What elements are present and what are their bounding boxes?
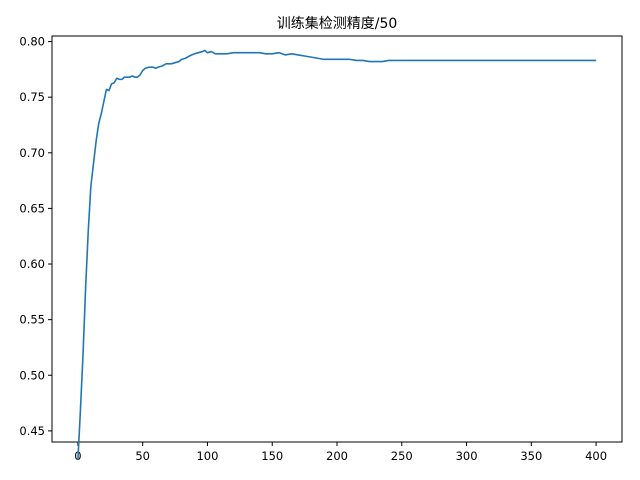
series-line bbox=[77, 49, 597, 460]
x-tick-label: 250 bbox=[391, 449, 413, 463]
x-axis: 0 50 100 150 200 250 300 350 400 bbox=[74, 442, 607, 463]
chart-title: 训练集检测精度/50 bbox=[277, 15, 398, 32]
y-tick-label: 0.70 bbox=[19, 146, 45, 160]
y-tick-label: 0.50 bbox=[19, 368, 45, 382]
x-tick-label: 400 bbox=[585, 449, 607, 463]
y-tick-label: 0.75 bbox=[19, 90, 45, 104]
x-tick-label: 50 bbox=[135, 449, 150, 463]
x-tick-label: 300 bbox=[456, 449, 478, 463]
y-axis: 0.45 0.50 0.55 0.60 0.65 0.70 0.75 0.80 bbox=[19, 35, 52, 438]
y-tick-label: 0.45 bbox=[19, 424, 45, 438]
y-tick-label: 0.65 bbox=[19, 201, 45, 215]
x-tick-label: 100 bbox=[196, 449, 218, 463]
x-tick-label: 200 bbox=[326, 449, 348, 463]
y-tick-label: 0.60 bbox=[19, 257, 45, 271]
y-tick-label: 0.55 bbox=[19, 313, 45, 327]
y-tick-label: 0.80 bbox=[19, 35, 45, 49]
plot-area-frame bbox=[51, 35, 623, 443]
x-tick-label: 150 bbox=[261, 449, 283, 463]
x-tick-label: 350 bbox=[520, 449, 542, 463]
